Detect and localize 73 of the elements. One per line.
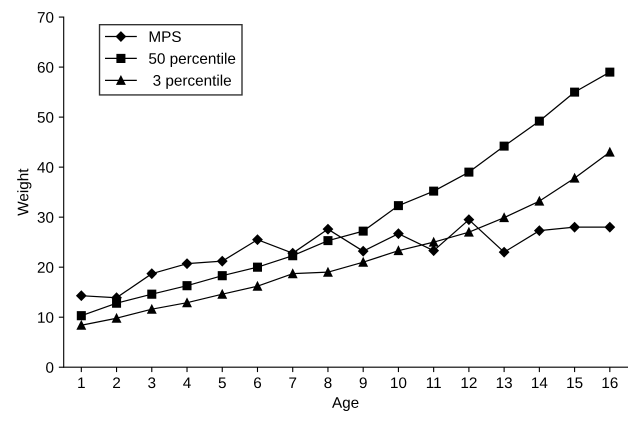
point xyxy=(182,298,192,308)
point xyxy=(534,196,544,206)
x-tick-label: 9 xyxy=(360,377,367,388)
point xyxy=(146,268,157,279)
x-tick-label: 10 xyxy=(391,377,406,388)
point xyxy=(112,314,122,323)
y-tick-label: 30 xyxy=(38,212,54,223)
x-tick-label: 16 xyxy=(602,377,618,388)
point xyxy=(464,228,474,237)
y-tick-label: 40 xyxy=(37,162,54,173)
x-tick-label: 15 xyxy=(567,378,582,388)
x-tick-label: 14 xyxy=(532,378,548,388)
point xyxy=(218,271,227,280)
point xyxy=(394,201,403,210)
y-axis-title: Weight xyxy=(17,168,32,216)
point xyxy=(605,68,614,77)
y-tick-label: 50 xyxy=(38,112,54,123)
point xyxy=(252,234,263,245)
point xyxy=(76,320,86,330)
point xyxy=(323,268,332,277)
y-tick-label: 70 xyxy=(38,12,54,23)
point xyxy=(358,246,368,256)
x-tick-label: 1 xyxy=(78,378,85,388)
point xyxy=(323,236,332,246)
point xyxy=(322,224,334,234)
x-tick-label: 8 xyxy=(324,377,332,388)
point xyxy=(499,247,510,258)
point xyxy=(288,269,298,278)
x-tick-label: 13 xyxy=(496,377,512,388)
point xyxy=(570,88,580,97)
point xyxy=(569,222,580,232)
y-tick-label: 0 xyxy=(46,362,54,373)
point xyxy=(429,186,438,196)
legend-label: 3 percentile xyxy=(153,74,231,89)
legend-label: MPS xyxy=(150,31,181,42)
point xyxy=(358,258,368,267)
x-tick-label: 7 xyxy=(289,378,296,388)
point xyxy=(428,246,439,256)
legend-label: 50 percentile xyxy=(149,52,236,67)
x-tick-label: 5 xyxy=(218,378,226,388)
point xyxy=(570,174,580,183)
point xyxy=(182,258,192,269)
x-tick-label: 11 xyxy=(426,378,441,388)
point xyxy=(393,228,404,239)
point xyxy=(429,238,438,247)
y-tick-label: 10 xyxy=(38,312,54,323)
point xyxy=(182,281,192,290)
x-tick-label: 12 xyxy=(462,377,477,388)
point xyxy=(147,290,156,299)
point xyxy=(252,282,262,291)
point xyxy=(252,262,262,272)
point xyxy=(217,256,228,266)
point xyxy=(394,246,403,256)
point xyxy=(76,311,86,320)
point xyxy=(147,304,156,314)
point xyxy=(464,168,474,177)
point xyxy=(218,290,227,299)
point xyxy=(604,222,615,232)
point xyxy=(534,226,544,236)
x-tick-label: 2 xyxy=(113,377,120,388)
x-axis-title: Age xyxy=(332,397,358,411)
point xyxy=(534,116,544,126)
point xyxy=(500,213,509,222)
x-tick-label: 3 xyxy=(148,377,156,388)
point xyxy=(76,290,86,301)
x-tick-label: 4 xyxy=(183,378,191,388)
x-tick-label: 6 xyxy=(254,377,262,388)
point xyxy=(605,148,614,157)
point xyxy=(358,226,368,236)
point xyxy=(500,142,509,151)
y-tick-label: 20 xyxy=(38,262,54,273)
y-tick-label: 60 xyxy=(38,62,54,73)
point xyxy=(464,214,474,225)
